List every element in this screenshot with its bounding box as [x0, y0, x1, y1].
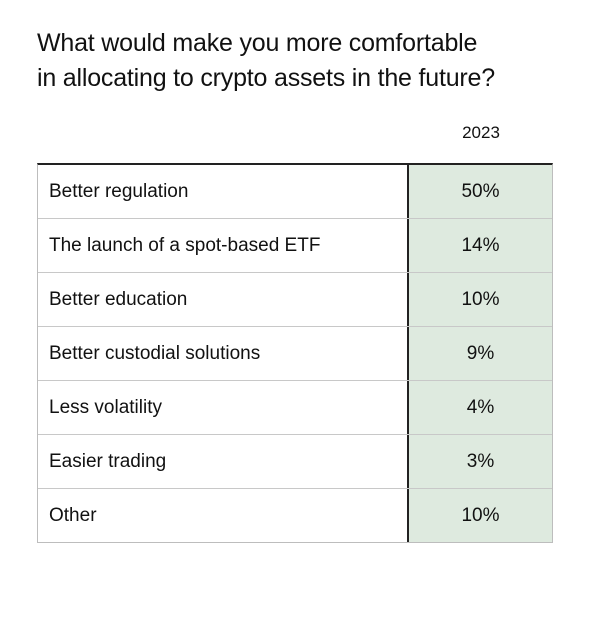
table-row: Other 10% [38, 489, 552, 542]
row-label: Better custodial solutions [38, 327, 409, 380]
row-label: Less volatility [38, 381, 409, 434]
row-label: Better education [38, 273, 409, 326]
row-value: 14% [409, 219, 552, 272]
row-label: The launch of a spot-based ETF [38, 219, 409, 272]
row-value: 9% [409, 327, 552, 380]
data-table: Better regulation 50% The launch of a spot… [37, 163, 553, 543]
row-value: 50% [409, 165, 552, 218]
row-label: Easier trading [38, 435, 409, 488]
table-row: Better custodial solutions 9% [38, 327, 552, 381]
row-value: 10% [409, 273, 552, 326]
row-value: 4% [409, 381, 552, 434]
table-row: Better regulation 50% [38, 165, 552, 219]
row-label: Other [38, 489, 409, 542]
title-line-1: What would make you more comfortable [37, 29, 478, 57]
table-row: Better education 10% [38, 273, 552, 327]
title-line-2: in allocating to crypto assets in the fu… [37, 64, 495, 92]
row-value: 3% [409, 435, 552, 488]
chart-title: What would make you more comfortable in … [37, 26, 577, 96]
table-row: The launch of a spot-based ETF 14% [38, 219, 552, 273]
table-row: Easier trading 3% [38, 435, 552, 489]
table-row: Less volatility 4% [38, 381, 552, 435]
column-header-year: 2023 [462, 123, 500, 142]
row-label: Better regulation [38, 165, 409, 218]
row-value: 10% [409, 489, 552, 542]
